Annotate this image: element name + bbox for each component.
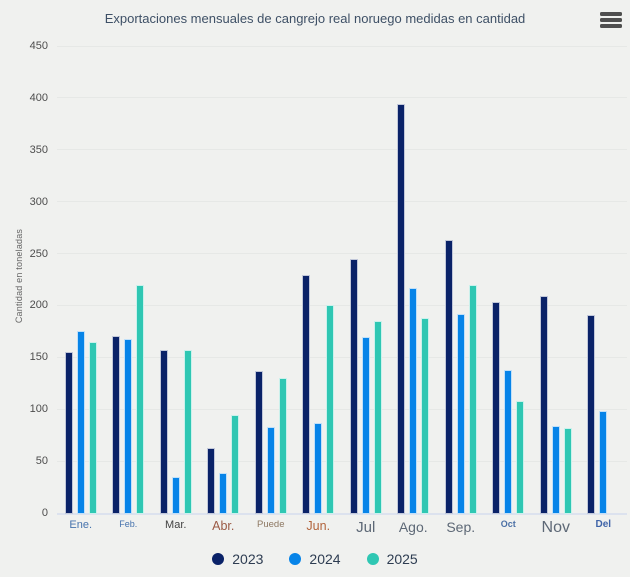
bar-2023-del[interactable] xyxy=(587,314,596,514)
x-axis-label-feb: Feb. xyxy=(119,519,138,529)
legend-label-2024: 2024 xyxy=(309,551,341,567)
bar-2025-feb[interactable] xyxy=(136,284,145,514)
gridline-y-350 xyxy=(57,149,627,151)
gridline-y-450 xyxy=(57,45,627,47)
y-tick-label-250: 250 xyxy=(29,247,48,260)
x-axis-label-del: Del xyxy=(595,519,612,530)
x-axis-label-jul: Jul xyxy=(356,519,376,536)
bar-2024-feb[interactable] xyxy=(124,338,133,514)
legend-item-2023[interactable]: 2023 xyxy=(212,551,263,567)
bar-2024-jun[interactable] xyxy=(314,422,323,514)
x-axis-label-oct: Oct xyxy=(500,519,516,529)
bar-2025-jun[interactable] xyxy=(326,305,335,514)
bar-2024-oct[interactable] xyxy=(504,369,513,514)
bar-2024-abr[interactable] xyxy=(219,472,228,514)
x-axis-label-jun: Jun. xyxy=(306,519,331,533)
y-tick-label-150: 150 xyxy=(29,351,48,364)
bar-2024-sep[interactable] xyxy=(456,313,465,514)
bar-2024-del[interactable] xyxy=(599,411,608,514)
gridline-y-150 xyxy=(57,356,627,358)
chart-title: Exportaciones mensuales de cangrejo real… xyxy=(104,11,526,26)
bar-2024-nov[interactable] xyxy=(551,425,560,514)
gridline-y-400 xyxy=(57,97,627,99)
hamburger-menu-icon[interactable] xyxy=(597,9,625,31)
gridline-y-100 xyxy=(57,408,627,410)
legend-label-2023: 2023 xyxy=(232,551,264,567)
x-axis-label-puede: Puede xyxy=(257,519,285,530)
legend-item-2025[interactable]: 2025 xyxy=(366,551,418,567)
bar-2025-sep[interactable] xyxy=(468,284,477,514)
y-tick-label-100: 100 xyxy=(29,403,48,416)
gridline-y-200 xyxy=(57,304,627,306)
hamburger-menu-bar xyxy=(600,24,622,28)
hamburger-menu-bar xyxy=(600,18,622,22)
gridline-y-50 xyxy=(57,460,627,462)
bar-2023-ago[interactable] xyxy=(397,104,406,514)
y-tick-label-200: 200 xyxy=(29,299,48,312)
x-axis-label-nov: Nov xyxy=(541,519,570,536)
x-axis-line xyxy=(57,513,627,515)
bar-2023-mar[interactable] xyxy=(159,350,168,514)
legend: 2023 2024 2025 xyxy=(0,548,630,570)
bar-2023-oct[interactable] xyxy=(492,302,501,514)
gridline-y-300 xyxy=(57,201,627,203)
bar-2025-puede[interactable] xyxy=(278,378,287,514)
bar-2023-ene[interactable] xyxy=(64,352,73,514)
x-axis-label-abr: Abr. xyxy=(212,519,235,533)
legend-label-2025: 2025 xyxy=(386,551,418,567)
bar-2023-feb[interactable] xyxy=(112,335,121,514)
bar-2025-mar[interactable] xyxy=(183,350,192,514)
bar-2023-nov[interactable] xyxy=(539,296,548,514)
legend-marker-2024 xyxy=(289,553,302,565)
bar-2024-puede[interactable] xyxy=(266,426,275,514)
bar-2023-abr[interactable] xyxy=(207,447,216,514)
y-tick-label-300: 300 xyxy=(29,195,48,208)
x-axis-label-ago: Ago. xyxy=(398,519,428,535)
bar-2023-jul[interactable] xyxy=(349,258,358,514)
bar-2024-mar[interactable] xyxy=(171,476,180,514)
x-axis-label-ene: Ene. xyxy=(69,519,93,531)
bar-2023-sep[interactable] xyxy=(444,240,453,514)
x-axis-label-mar: Mar. xyxy=(165,519,187,531)
y-axis-title: Cantidad en toneladas xyxy=(14,228,24,324)
legend-item-2024[interactable]: 2024 xyxy=(289,551,341,567)
bar-2023-puede[interactable] xyxy=(254,370,263,514)
gridline-y-250 xyxy=(57,253,627,255)
x-axis-label-sep: Sep. xyxy=(446,519,476,535)
bar-2023-jun[interactable] xyxy=(302,275,311,514)
y-tick-label-450: 450 xyxy=(29,40,48,52)
hamburger-menu-bar xyxy=(600,12,622,16)
y-tick-label-400: 400 xyxy=(29,91,48,104)
bar-2024-ago[interactable] xyxy=(409,287,418,514)
bar-2024-jul[interactable] xyxy=(361,336,370,514)
legend-marker-2023 xyxy=(212,553,225,565)
y-tick-label-0: 0 xyxy=(41,507,48,519)
y-tick-label-350: 350 xyxy=(29,143,48,156)
y-tick-label-50: 50 xyxy=(35,455,48,468)
bar-2025-oct[interactable] xyxy=(516,400,525,514)
bar-2025-ago[interactable] xyxy=(421,317,430,514)
bar-2025-nov[interactable] xyxy=(563,427,572,514)
bar-2025-jul[interactable] xyxy=(373,321,382,514)
bar-2024-ene[interactable] xyxy=(76,331,85,514)
legend-marker-2025 xyxy=(366,553,379,565)
bar-2025-ene[interactable] xyxy=(88,341,97,514)
bar-2025-abr[interactable] xyxy=(231,415,240,514)
